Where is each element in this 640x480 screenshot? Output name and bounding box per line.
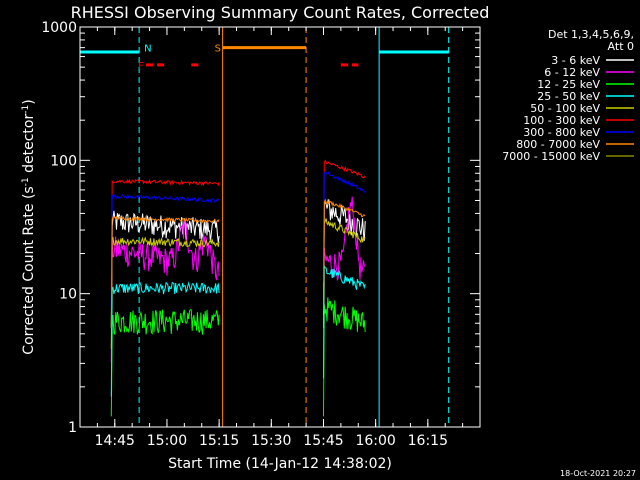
- y-tick-label: 10: [59, 287, 77, 303]
- series-line: [323, 199, 366, 316]
- series-line: [110, 178, 220, 291]
- x-tick-label: 14:45: [95, 433, 135, 449]
- series-line: [110, 309, 220, 417]
- series-line: [110, 210, 220, 328]
- x-tick-label: 15:15: [199, 433, 239, 449]
- flag-label-n: N: [144, 44, 151, 55]
- series-line: [323, 265, 366, 379]
- x-tick-label: 16:00: [355, 433, 395, 449]
- footer-timestamp: 18-Oct-2021 20:27: [560, 469, 636, 478]
- legend-entry-label: 6 - 12 keV: [544, 66, 600, 79]
- flag-label: S: [215, 44, 221, 55]
- chart-title: RHESSI Observing Summary Count Rates, Co…: [71, 3, 490, 22]
- series-line: [323, 218, 366, 328]
- series-line: [110, 281, 220, 397]
- y-tick-label: 100: [50, 153, 77, 169]
- series-line: [110, 193, 220, 307]
- plot-area: S FN: [79, 27, 450, 427]
- series-line: [323, 297, 366, 417]
- legend-entry-label: 300 - 800 keV: [523, 126, 600, 139]
- legend-entry-label: 100 - 300 keV: [523, 114, 600, 127]
- legend-header: Det 1,3,4,5,6,9,: [548, 28, 634, 41]
- series-line: [323, 171, 366, 283]
- legend-entry-label: 7000 - 15000 keV: [502, 150, 600, 163]
- flag-label: F: [138, 61, 144, 72]
- legend-entry-label: 50 - 100 keV: [530, 102, 600, 115]
- series-line: [110, 236, 220, 350]
- y-tick-label: 1000: [41, 20, 77, 36]
- legend-entry-label: 12 - 25 keV: [537, 78, 600, 91]
- x-tick-label: 16:15: [408, 433, 448, 449]
- x-tick-label: 15:30: [251, 433, 291, 449]
- series-line: [110, 219, 220, 363]
- y-tick-label: 1: [68, 420, 77, 436]
- series-line: [110, 215, 220, 328]
- series-line: [323, 198, 366, 311]
- x-tick-label: 15:00: [147, 433, 187, 449]
- series-line: [323, 159, 366, 272]
- series-line: [323, 196, 366, 371]
- legend-entry-label: 800 - 7000 keV: [516, 138, 600, 151]
- y-axis-label: Corrected Count Rate (s-1 detector-1): [21, 99, 37, 354]
- axes: 14:45 15:00 15:15 15:30 15:45 16:00 16:15 1 10 10…: [41, 20, 481, 449]
- x-axis-label: Start Time (14-Jan-12 14:38:02): [168, 456, 392, 472]
- legend-header: Att 0: [608, 40, 634, 53]
- legend-entry-label: 3 - 6 keV: [551, 54, 600, 67]
- legend-entry-label: 25 - 50 keV: [537, 90, 600, 103]
- plot-frame: [79, 26, 481, 428]
- x-tick-label: 15:45: [303, 433, 343, 449]
